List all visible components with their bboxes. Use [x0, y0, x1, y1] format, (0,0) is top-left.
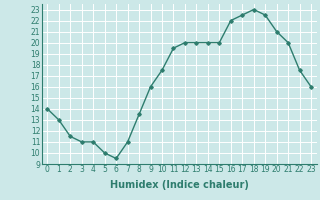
X-axis label: Humidex (Indice chaleur): Humidex (Indice chaleur)	[110, 180, 249, 190]
